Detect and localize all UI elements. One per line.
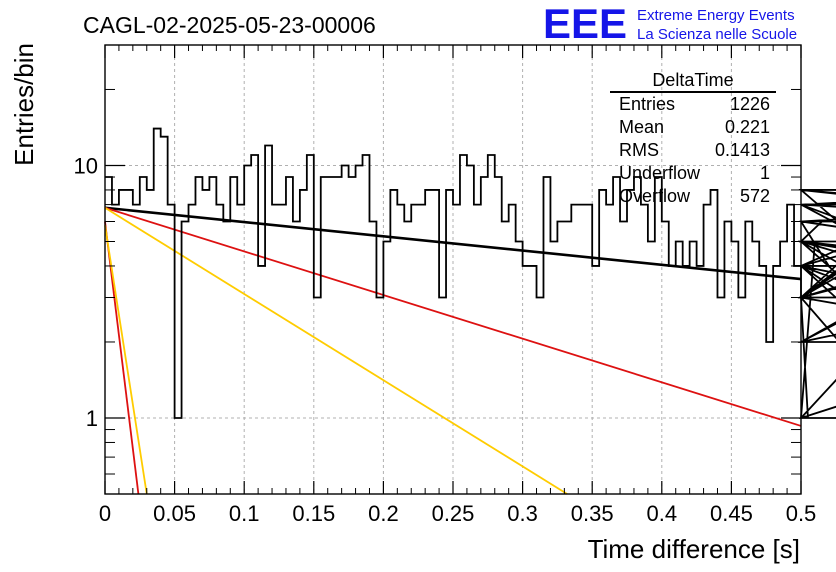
axis-ticks: 0 0.05 0.1 0.15 0.2 0.25 0.3 0.35 0.4 0.45 0.5 1 10 <box>74 44 817 526</box>
x-tick-label: 0.5 <box>786 501 817 526</box>
x-tick-label: 0.35 <box>571 501 614 526</box>
y-axis-label: Entries/bin <box>9 43 39 166</box>
y-tick-label: 10 <box>74 153 98 178</box>
stats-title: DeltaTime <box>652 70 733 90</box>
org-name: Extreme Energy Events <box>637 7 795 24</box>
y-tick-label: 1 <box>86 406 98 431</box>
x-tick-label: 0 <box>99 501 111 526</box>
x-tick-label: 0.3 <box>507 501 538 526</box>
x-axis-label: Time difference [s] <box>588 534 800 564</box>
stats-row-value: 0.221 <box>725 117 770 137</box>
fit-line-black <box>104 206 802 281</box>
stats-row-value: 1226 <box>730 94 770 114</box>
x-tick-label: 0.25 <box>432 501 475 526</box>
x-tick-label: 0.15 <box>292 501 335 526</box>
stats-row-value: 572 <box>740 186 770 206</box>
run-title: CAGL-02-2025-05-23-00006 <box>83 12 376 38</box>
stats-row-label: Overflow <box>619 186 691 206</box>
x-tick-label: 0.05 <box>153 501 196 526</box>
stats-row-label: RMS <box>619 140 659 160</box>
x-tick-label: 0.45 <box>710 501 753 526</box>
stats-row-label: Mean <box>619 117 664 137</box>
stats-box: DeltaTime Entries 1226 Mean 0.221 RMS 0.1413 U… <box>610 70 776 206</box>
stats-row-value: 0.1413 <box>715 140 770 160</box>
x-tick-label: 0.1 <box>229 501 260 526</box>
stats-row-value: 1 <box>760 163 770 183</box>
fit-line-orange-steep <box>104 225 148 495</box>
stats-rows: Entries 1226 Mean 0.221 RMS 0.1413 Underflow 1 O… <box>619 94 770 206</box>
stats-row-label: Entries <box>619 94 675 114</box>
eee-logo: EEE <box>543 0 627 47</box>
x-tick-label: 0.2 <box>368 501 399 526</box>
x-tick-label: 0.4 <box>647 501 678 526</box>
stats-row-label: Underflow <box>619 163 701 183</box>
org-subtitle: La Scienza nelle Scuole <box>637 26 797 43</box>
fit-line-red <box>104 206 802 427</box>
